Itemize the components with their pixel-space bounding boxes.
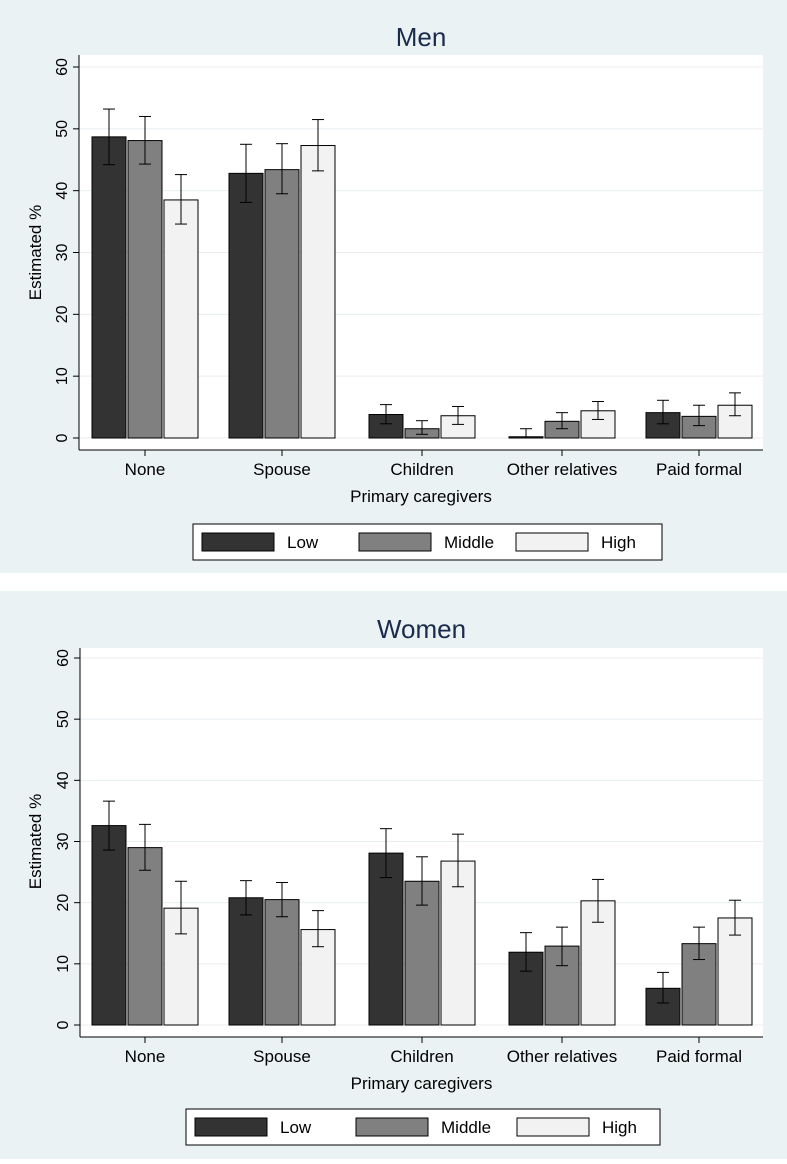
legend: Low Middle High xyxy=(185,1108,661,1146)
y-tick-label: 40 xyxy=(55,771,72,789)
x-tick-label-spouse: Spouse xyxy=(253,1047,311,1066)
legend-swatch-middle xyxy=(358,532,432,552)
x-tick-label-children: Children xyxy=(390,1047,453,1066)
x-tick-label-spouse: Spouse xyxy=(253,460,311,479)
bar-high-spouse xyxy=(300,145,336,439)
legend-label-high: High xyxy=(601,533,636,552)
legend-label-middle: Middle xyxy=(441,1118,491,1137)
bar-middle-spouse xyxy=(264,169,300,439)
bar-low-spouse xyxy=(228,897,264,1026)
bar-middle-none xyxy=(127,140,163,439)
x-tick-label-none: None xyxy=(125,460,166,479)
legend-swatch-high xyxy=(516,1117,590,1137)
men-chart: Men 0 10 20 30 40 50 60 Estimated % None Spouse Chi… xyxy=(26,22,763,561)
bar-low-none xyxy=(91,825,127,1026)
bar-high-none xyxy=(163,199,199,439)
x-tick-label-paid-formal: Paid formal xyxy=(656,1047,742,1066)
x-axis-title: Primary caregivers xyxy=(350,487,492,506)
chart-title: Women xyxy=(377,614,466,644)
bar-high-children xyxy=(440,860,476,1026)
chart-title: Men xyxy=(396,22,447,52)
y-axis-title: Estimated % xyxy=(26,794,45,889)
bar-high-paid-formal xyxy=(717,917,753,1026)
y-tick-label: 60 xyxy=(55,649,72,667)
y-tick-label: 40 xyxy=(54,182,71,200)
x-tick-label-other-relatives: Other relatives xyxy=(507,460,618,479)
legend-swatch-low xyxy=(194,1117,268,1137)
y-tick-label: 60 xyxy=(54,58,71,76)
men-chart-panel: Men 0 10 20 30 40 50 60 Estimated % None Spouse Chi… xyxy=(0,0,787,573)
legend-label-low: Low xyxy=(280,1118,312,1137)
x-tick-label-none: None xyxy=(125,1047,166,1066)
legend-label-low: Low xyxy=(287,533,319,552)
bar-low-children xyxy=(368,852,404,1026)
legend-label-high: High xyxy=(602,1118,637,1137)
bar-middle-none xyxy=(127,847,163,1026)
x-tick-label-other-relatives: Other relatives xyxy=(507,1047,618,1066)
bar-low-spouse xyxy=(228,172,264,439)
women-chart: Women 0 10 20 30 40 50 60 Estimated % None Spouse C… xyxy=(26,614,763,1146)
legend: Low Middle High xyxy=(192,523,663,561)
y-tick-label: 20 xyxy=(55,894,72,912)
x-axis-title: Primary caregivers xyxy=(351,1074,493,1093)
legend-swatch-high xyxy=(515,532,589,552)
bar-middle-spouse xyxy=(264,899,300,1026)
x-tick-label-paid-formal: Paid formal xyxy=(656,460,742,479)
y-axis-title: Estimated % xyxy=(26,205,45,300)
y-tick-label: 50 xyxy=(54,120,71,138)
y-tick-label: 50 xyxy=(55,710,72,728)
y-tick-label: 30 xyxy=(54,244,71,262)
legend-swatch-middle xyxy=(355,1117,429,1137)
y-tick-label: 0 xyxy=(54,433,71,442)
bar-low-none xyxy=(91,136,127,439)
y-tick-label: 30 xyxy=(55,833,72,851)
legend-label-middle: Middle xyxy=(444,533,494,552)
y-tick-label: 20 xyxy=(54,305,71,323)
y-tick-label: 10 xyxy=(55,955,72,973)
x-tick-label-children: Children xyxy=(390,460,453,479)
y-tick-label: 0 xyxy=(55,1020,72,1029)
legend-swatch-low xyxy=(201,532,275,552)
y-tick-label: 10 xyxy=(54,367,71,385)
women-chart-panel: Women 0 10 20 30 40 50 60 Estimated % None Spouse C… xyxy=(0,591,787,1159)
